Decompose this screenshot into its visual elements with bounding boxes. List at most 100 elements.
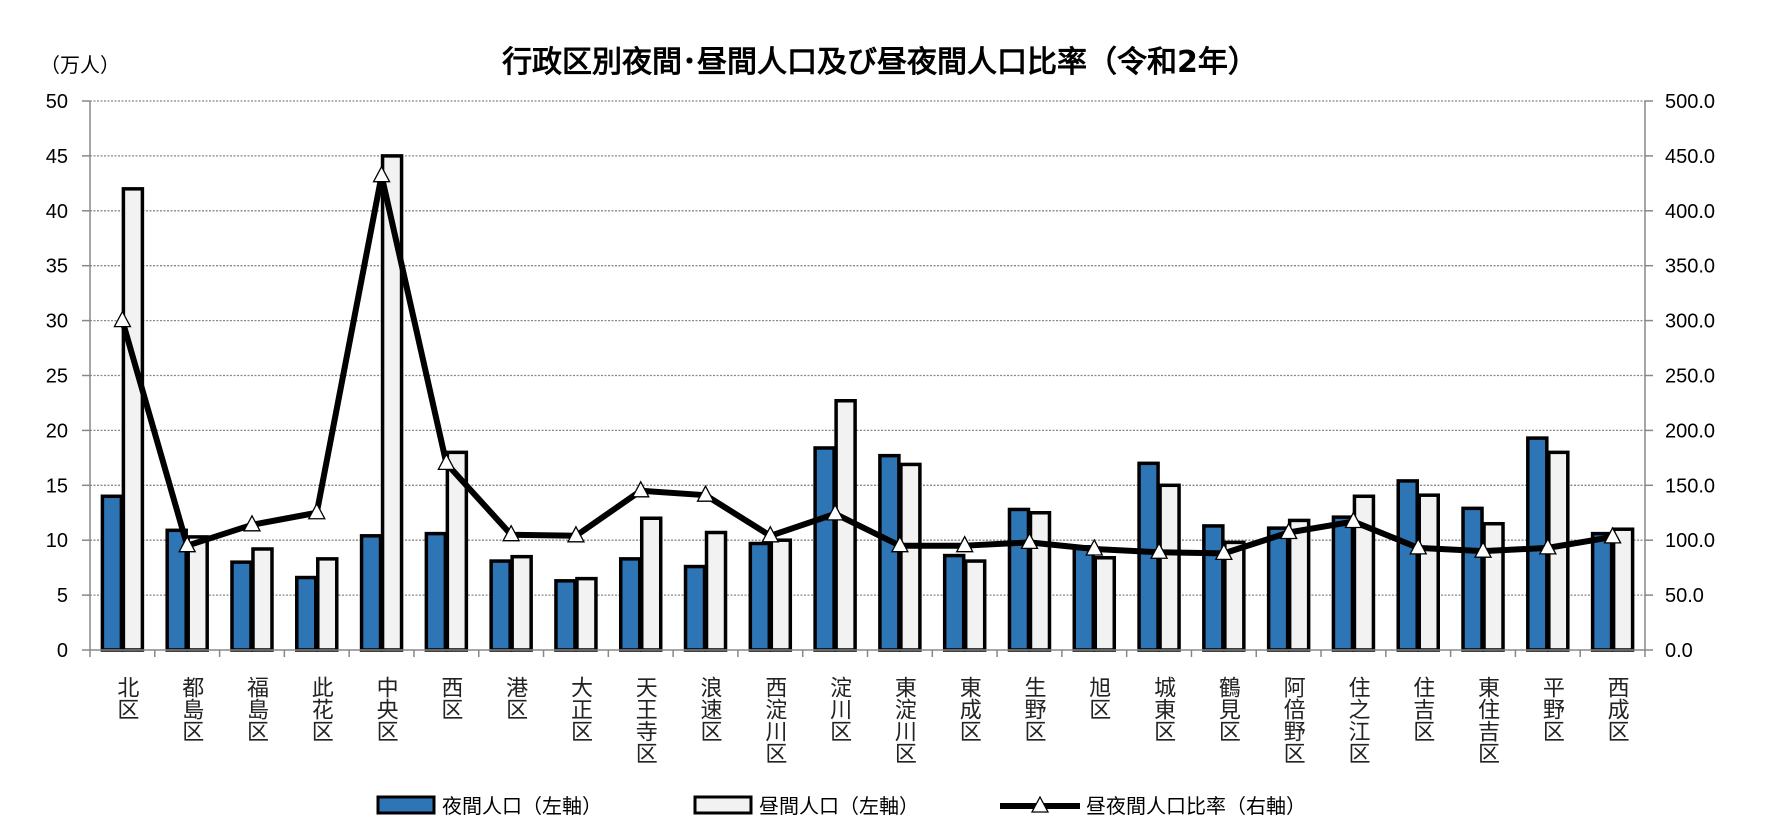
y2-tick-label: 350.0 bbox=[1665, 256, 1715, 278]
y-tick-label: 50 bbox=[46, 91, 68, 113]
ratio-line bbox=[113, 165, 1622, 561]
bar-night-population bbox=[618, 557, 642, 652]
x-tick-label: 東住吉区 bbox=[1474, 676, 1500, 764]
y-tick-label: 45 bbox=[46, 146, 68, 168]
ratio-line-path bbox=[119, 172, 1614, 557]
x-tick-label: 平野区 bbox=[1538, 676, 1564, 742]
y-tick-label: 0 bbox=[57, 640, 68, 662]
x-tick-label: 住吉区 bbox=[1409, 676, 1435, 742]
bar-day-population bbox=[704, 530, 728, 652]
x-tick-label: 西成区 bbox=[1603, 676, 1629, 742]
y2-tick-label: 500.0 bbox=[1665, 91, 1715, 113]
y2-tick-label: 50.0 bbox=[1665, 585, 1704, 607]
bar-night-population bbox=[230, 560, 253, 652]
bar-night-population bbox=[100, 494, 124, 652]
ratio-marker-triangle bbox=[1279, 522, 1298, 540]
bar-night-population bbox=[1072, 545, 1096, 652]
x-tick-label: 天王寺区 bbox=[631, 676, 657, 764]
bar-night-population bbox=[1331, 515, 1355, 652]
bar-night-population bbox=[813, 446, 836, 652]
bar-night-population bbox=[424, 531, 448, 652]
y2-tick-label: 400.0 bbox=[1665, 201, 1715, 223]
x-tick-label: 福島区 bbox=[242, 676, 268, 742]
ratio-marker-triangle bbox=[1085, 538, 1104, 556]
bar-day-population bbox=[899, 462, 922, 652]
bar-night-population bbox=[295, 575, 318, 652]
x-tick-label: 旭区 bbox=[1085, 676, 1111, 720]
bars bbox=[100, 154, 1635, 652]
ratio-marker-triangle bbox=[1020, 532, 1039, 550]
bar-night-population bbox=[1590, 531, 1614, 652]
y2-tick-label: 450.0 bbox=[1665, 146, 1715, 168]
legend-triangle-icon bbox=[1030, 795, 1050, 813]
y-tick-label: 25 bbox=[46, 366, 68, 388]
bar-day-population bbox=[121, 187, 145, 652]
bar-night-population bbox=[878, 453, 901, 652]
x-tick-label: 城東区 bbox=[1150, 676, 1176, 742]
axes: 0 0.0 5 50.0 10 100.0 15 150.0 20 200.0 25 250.0 30 3… bbox=[46, 91, 1715, 662]
x-tick-label: 阿倍野区 bbox=[1279, 676, 1305, 764]
y2-tick-label: 200.0 bbox=[1665, 420, 1715, 442]
y-tick-label: 35 bbox=[46, 256, 68, 278]
bar-day-population bbox=[575, 576, 598, 652]
ratio-marker-triangle bbox=[955, 535, 974, 553]
y-axis-unit-label: （万人） bbox=[40, 53, 120, 77]
y-tick-label: 20 bbox=[46, 420, 68, 442]
x-tick-label: 東淀川区 bbox=[890, 676, 916, 764]
bar-night-population bbox=[942, 553, 966, 652]
bar-day-population bbox=[639, 516, 663, 652]
x-tick-label: 都島区 bbox=[178, 676, 204, 742]
bar-day-population bbox=[963, 559, 987, 652]
ratio-marker-triangle bbox=[1409, 537, 1428, 555]
y2-tick-label: 0.0 bbox=[1665, 640, 1693, 662]
bar-day-population bbox=[1482, 521, 1505, 652]
ratio-marker-triangle bbox=[242, 514, 262, 532]
y2-tick-label: 250.0 bbox=[1665, 366, 1715, 388]
ratio-marker-triangle bbox=[372, 165, 391, 183]
bar-day-population bbox=[769, 538, 793, 652]
bar-day-population bbox=[251, 547, 274, 652]
x-tick-label: 淀川区 bbox=[826, 676, 852, 742]
ratio-marker-triangle bbox=[696, 484, 715, 502]
legend-label-night: 夜間人口（左軸） bbox=[442, 794, 602, 818]
gridlines bbox=[90, 100, 1645, 596]
ratio-marker-triangle bbox=[307, 502, 326, 520]
x-tick-label: 此花区 bbox=[307, 676, 333, 742]
y-tick-label: 30 bbox=[46, 311, 68, 333]
ratio-marker-triangle bbox=[631, 480, 650, 498]
x-tick-label: 東成区 bbox=[955, 676, 981, 742]
ratio-marker-triangle bbox=[890, 535, 909, 553]
ratio-marker-triangle bbox=[502, 524, 521, 542]
bar-day-population bbox=[316, 557, 339, 652]
bar-night-population bbox=[1266, 526, 1290, 652]
bar-night-population bbox=[489, 559, 512, 652]
y-tick-label: 5 bbox=[57, 585, 68, 607]
ratio-marker-triangle bbox=[761, 525, 780, 543]
bar-day-population bbox=[510, 554, 533, 652]
bar-day-population bbox=[1417, 493, 1440, 652]
bar-night-population bbox=[554, 579, 577, 652]
y-tick-label: 10 bbox=[46, 530, 68, 552]
y2-tick-label: 300.0 bbox=[1665, 311, 1715, 333]
y-tick-label: 40 bbox=[46, 201, 68, 223]
bar-night-population bbox=[1007, 507, 1031, 652]
chart-title: 行政区別夜間･昼間人口及び昼夜間人口比率（令和2年） bbox=[501, 45, 1258, 80]
bar-night-population bbox=[1461, 506, 1484, 652]
bar-day-population bbox=[1028, 511, 1052, 652]
x-tick-label: 西区 bbox=[437, 676, 463, 720]
x-tick-label: 大正区 bbox=[566, 676, 592, 742]
bar-day-population bbox=[1093, 556, 1117, 652]
bar-day-population bbox=[1158, 483, 1181, 652]
x-tick-label: 北区 bbox=[113, 676, 139, 720]
x-tick-label: 住之江区 bbox=[1344, 676, 1370, 764]
bar-day-population bbox=[1287, 518, 1311, 652]
bar-night-population bbox=[1526, 436, 1549, 652]
ratio-marker-triangle bbox=[1344, 511, 1363, 529]
legend-label-day: 昼間人口（左軸） bbox=[759, 794, 919, 818]
bar-night-population bbox=[748, 541, 772, 652]
x-tick-label: 鶴見区 bbox=[1214, 676, 1240, 742]
ratio-marker-triangle bbox=[437, 452, 456, 470]
legend: 夜間人口（左軸） 昼間人口（左軸） 昼夜間人口比率（右軸） bbox=[376, 794, 1306, 818]
